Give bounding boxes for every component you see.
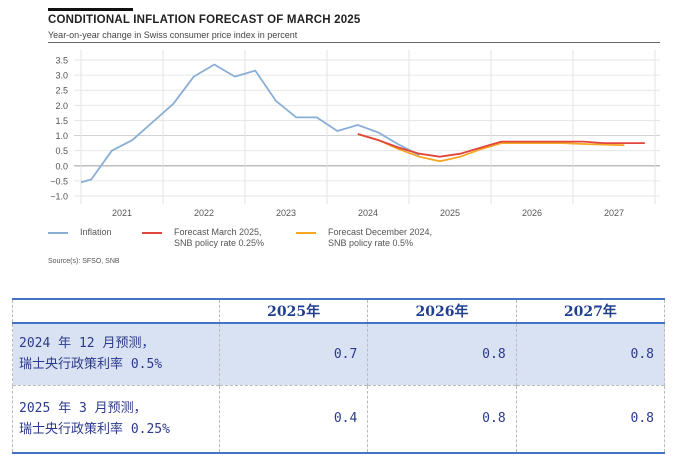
table-cell: 0.8 <box>515 323 666 385</box>
x-tick-label: 2024 <box>358 208 378 218</box>
y-tick-label: −0.5 <box>50 176 68 186</box>
y-tick-label: 0.0 <box>55 161 68 171</box>
table-cell: 0.8 <box>367 323 517 385</box>
table-cell: 0.8 <box>367 385 517 453</box>
table-cell: 0.8 <box>515 385 666 453</box>
row-label: 2025 年 3 月预测， 瑞士央行政策利率 0.25% <box>12 385 220 453</box>
title-rule <box>48 42 660 43</box>
legend-swatch <box>48 232 68 234</box>
legend-swatch <box>296 232 316 234</box>
x-tick-label: 2022 <box>194 208 214 218</box>
x-tick-label: 2027 <box>604 208 624 218</box>
x-tick-label: 2021 <box>112 208 132 218</box>
series-lines <box>80 63 645 184</box>
y-tick-label: −1.0 <box>50 192 68 202</box>
table-header-row: 2025年 2026年 2027年 <box>12 299 666 323</box>
table-header-2027: 2027年 <box>515 299 666 323</box>
row-label: 2024 年 12 月预测， 瑞士央行政策利率 0.5% <box>12 323 220 385</box>
table-cell: 0.4 <box>218 385 369 453</box>
y-tick-label: 3.0 <box>55 71 68 81</box>
y-tick-label: 3.5 <box>55 56 68 66</box>
x-tick-label: 2023 <box>276 208 296 218</box>
x-tick-label: 2026 <box>522 208 542 218</box>
legend-label: Forecast December 2024, SNB policy rate 0… <box>328 227 433 248</box>
x-tick-label: 2025 <box>440 208 460 218</box>
inflation-chart: 3.53.02.52.01.51.00.50.0−0.5−1.0 2021 202… <box>50 50 660 218</box>
series-line-1 <box>357 133 645 158</box>
chart-subtitle: Year-on-year change in Swiss consumer pr… <box>48 30 298 40</box>
chart-title: CONDITIONAL INFLATION FORECAST OF MARCH … <box>48 14 361 26</box>
table-header-empty <box>12 299 220 323</box>
table-header-2026: 2026年 <box>367 299 517 323</box>
legend-label: Inflation <box>80 227 112 237</box>
series-line-2 <box>357 133 625 163</box>
x-axis: 2021 2022 2023 2024 2025 2026 2027 <box>112 208 624 218</box>
y-tick-label: 0.5 <box>55 146 68 156</box>
table-row: 2025 年 3 月预测， 瑞士央行政策利率 0.25% 0.4 0.8 0.8 <box>12 385 666 453</box>
table-row: 2024 年 12 月预测， 瑞士央行政策利率 0.5% 0.7 0.8 0.8 <box>12 323 666 385</box>
series-line-0 <box>80 63 420 184</box>
source-note: Source(s): SFSO, SNB <box>48 258 120 265</box>
legend-swatch <box>142 232 162 234</box>
table-header-2025: 2025年 <box>218 299 369 323</box>
y-axis: 3.5 3.0 2.5 2.0 1.5 1.0 0.5 0.0 −0.5 −1.0 <box>50 56 68 202</box>
title-accent-bar <box>48 8 133 11</box>
table-cell: 0.7 <box>218 323 369 385</box>
legend-label: Forecast March 2025, SNB policy rate 0.25… <box>174 227 265 248</box>
grid <box>74 50 660 204</box>
forecast-table: 2025年 2026年 2027年 2024 年 12 月预测， 瑞士央行政策利率… <box>12 298 666 454</box>
y-tick-label: 1.0 <box>55 131 68 141</box>
y-tick-label: 1.5 <box>55 116 68 126</box>
y-tick-label: 2.5 <box>55 86 68 96</box>
y-tick-label: 2.0 <box>55 101 68 111</box>
